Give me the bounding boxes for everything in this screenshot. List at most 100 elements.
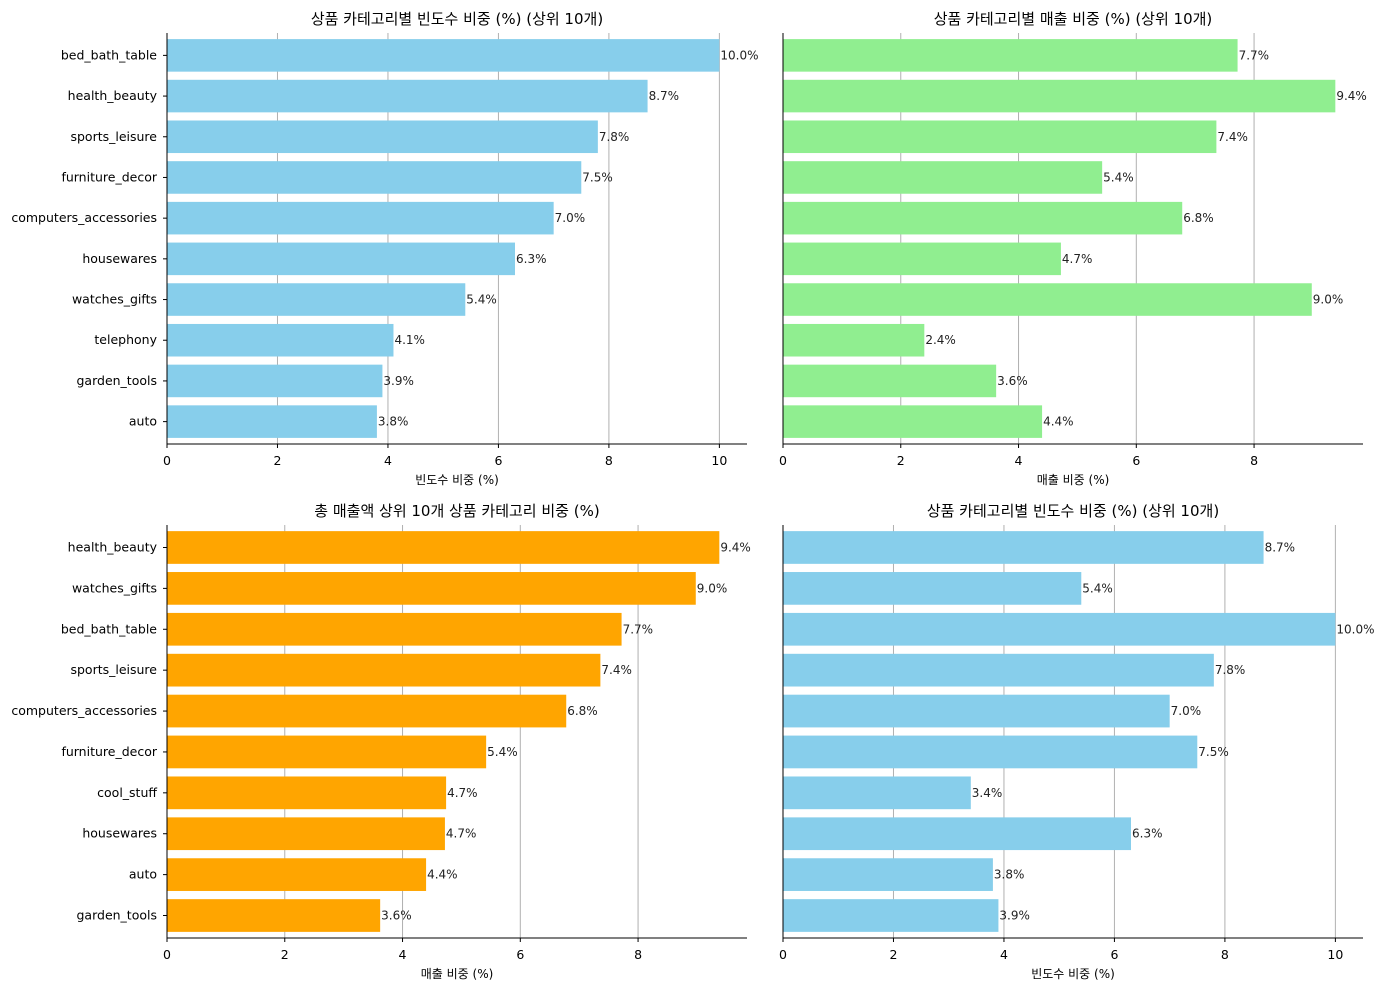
bar bbox=[783, 405, 1043, 438]
x-tick-label: 0 bbox=[163, 453, 171, 468]
bar-value-label: 4.7% bbox=[1062, 252, 1093, 266]
bar bbox=[167, 201, 554, 235]
bar-value-label: 7.0% bbox=[555, 211, 586, 225]
bar-value-label: 3.8% bbox=[994, 868, 1025, 882]
bar bbox=[167, 364, 383, 398]
x-tick-label: 4 bbox=[1015, 453, 1023, 468]
x-tick-label: 4 bbox=[384, 453, 392, 468]
x-tick-label: 2 bbox=[273, 453, 281, 468]
x-tick-label: 0 bbox=[163, 947, 171, 962]
bar bbox=[167, 79, 648, 113]
x-tick-label: 8 bbox=[1250, 453, 1258, 468]
x-tick-label: 10 bbox=[711, 453, 727, 468]
y-tick-label: bed_bath_table bbox=[61, 47, 157, 62]
bar bbox=[167, 161, 582, 194]
bar bbox=[783, 572, 1082, 605]
bar-value-label: 7.0% bbox=[1171, 704, 1202, 718]
x-tick-label: 8 bbox=[634, 947, 642, 962]
bar-value-label: 3.8% bbox=[378, 415, 409, 429]
y-tick-label: telephony bbox=[94, 332, 157, 347]
bar bbox=[167, 39, 720, 72]
bar-value-label: 4.4% bbox=[427, 868, 458, 882]
bar bbox=[167, 858, 427, 891]
y-tick-label: sports_leisure bbox=[70, 662, 157, 677]
bar-value-label: 9.0% bbox=[697, 581, 728, 595]
x-tick-label: 6 bbox=[1110, 947, 1118, 962]
chart-title: 상품 카테고리별 매출 비중 (%) (상위 10개) bbox=[934, 10, 1213, 28]
x-axis-label: 빈도수 비중 (%) bbox=[415, 473, 499, 487]
y-tick-label: bed_bath_table bbox=[61, 621, 157, 636]
x-tick-label: 0 bbox=[779, 453, 787, 468]
x-tick-label: 0 bbox=[779, 947, 787, 962]
bar-value-label: 3.4% bbox=[972, 786, 1003, 800]
bar-value-label: 9.0% bbox=[1313, 293, 1344, 307]
bar-value-label: 4.7% bbox=[447, 786, 478, 800]
bar-value-label: 10.0% bbox=[1336, 622, 1374, 636]
bar bbox=[167, 694, 567, 728]
bar-value-label: 9.4% bbox=[720, 540, 751, 554]
chart-title: 총 매출액 상위 10개 상품 카테고리 비중 (%) bbox=[314, 502, 599, 520]
bar-value-label: 10.0% bbox=[720, 48, 758, 62]
bar bbox=[783, 39, 1238, 72]
y-tick-label: furniture_decor bbox=[61, 169, 157, 184]
bar bbox=[167, 776, 447, 810]
bar-value-label: 8.7% bbox=[1265, 540, 1296, 554]
y-tick-label: housewares bbox=[82, 826, 157, 841]
bar-value-label: 4.7% bbox=[446, 827, 477, 841]
x-tick-label: 6 bbox=[1132, 453, 1140, 468]
bar bbox=[167, 323, 394, 357]
bar-value-label: 4.4% bbox=[1043, 415, 1074, 429]
x-axis-label: 매출 비중 (%) bbox=[1037, 473, 1110, 487]
y-tick-label: computers_accessories bbox=[11, 210, 157, 225]
bar-value-label: 7.5% bbox=[1198, 745, 1229, 759]
bar bbox=[783, 364, 997, 398]
bar-value-label: 7.8% bbox=[599, 130, 630, 144]
bar-value-label: 7.4% bbox=[1217, 130, 1248, 144]
bar bbox=[783, 612, 1336, 646]
bar-value-label: 3.9% bbox=[383, 374, 414, 388]
bar bbox=[167, 735, 487, 769]
bar-value-label: 6.8% bbox=[1183, 211, 1214, 225]
bar-value-label: 5.4% bbox=[487, 745, 518, 759]
bar bbox=[167, 405, 377, 438]
y-tick-label: garden_tools bbox=[77, 908, 158, 923]
bar-value-label: 3.6% bbox=[381, 909, 412, 923]
x-tick-label: 8 bbox=[605, 453, 613, 468]
bar bbox=[783, 79, 1336, 113]
bar-value-label: 5.4% bbox=[1082, 581, 1113, 595]
bar bbox=[167, 242, 515, 276]
bar-value-label: 4.1% bbox=[394, 333, 425, 347]
bar bbox=[167, 120, 598, 154]
x-axis-label: 매출 비중 (%) bbox=[421, 967, 494, 981]
bar-value-label: 3.6% bbox=[997, 374, 1028, 388]
chart-title: 상품 카테고리별 빈도수 비중 (%) (상위 10개) bbox=[311, 10, 603, 28]
chart-panel-3: 9.4% 9.0% 7.7% 7.4% 6.8% 5.4% 4.7% 4.7% 4.4% 3.6%… bbox=[11, 502, 750, 981]
bar-value-label: 9.4% bbox=[1336, 89, 1367, 103]
bar-value-label: 7.7% bbox=[623, 622, 654, 636]
bar-value-label: 7.7% bbox=[1239, 48, 1270, 62]
bar-value-label: 8.7% bbox=[649, 89, 680, 103]
bar-value-label: 6.8% bbox=[567, 704, 598, 718]
x-tick-label: 2 bbox=[889, 947, 897, 962]
bar-value-label: 6.3% bbox=[1132, 827, 1163, 841]
bar bbox=[167, 572, 696, 605]
y-tick-label: computers_accessories bbox=[11, 703, 157, 718]
bar-value-label: 3.9% bbox=[999, 909, 1030, 923]
bar bbox=[783, 283, 1312, 316]
y-tick-label: watches_gifts bbox=[72, 292, 157, 307]
y-tick-label: auto bbox=[129, 414, 157, 429]
bar-value-label: 7.8% bbox=[1215, 663, 1246, 677]
bar bbox=[783, 242, 1061, 276]
chart-title: 상품 카테고리별 빈도수 비중 (%) (상위 10개) bbox=[927, 502, 1219, 520]
bar-value-label: 5.4% bbox=[466, 293, 497, 307]
bar bbox=[783, 735, 1198, 769]
bar-value-label: 5.4% bbox=[1103, 170, 1134, 184]
bar-value-label: 6.3% bbox=[516, 252, 547, 266]
y-tick-label: housewares bbox=[82, 251, 157, 266]
bar bbox=[783, 323, 925, 357]
y-tick-label: watches_gifts bbox=[72, 580, 157, 595]
bar-value-label: 7.5% bbox=[582, 170, 613, 184]
bar bbox=[167, 283, 466, 316]
x-tick-label: 10 bbox=[1327, 947, 1343, 962]
x-tick-label: 4 bbox=[399, 947, 407, 962]
